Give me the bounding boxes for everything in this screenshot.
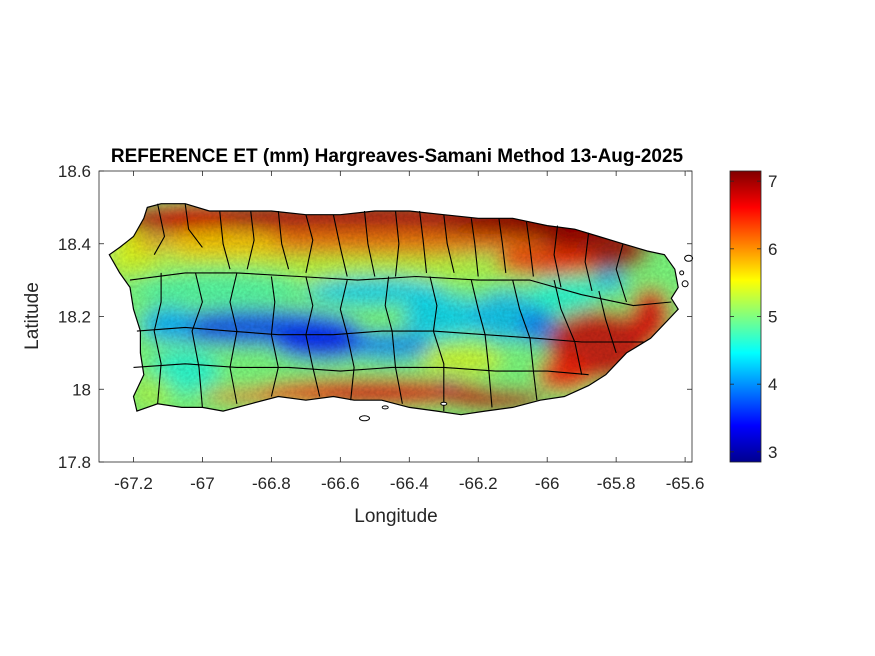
municipality-boundary [219,210,231,270]
y-tick-label: 18 [72,380,91,399]
x-tick-label: -66.2 [459,474,498,493]
municipality-boundary [525,221,534,277]
small-island [681,280,689,288]
municipality-boundary [615,243,628,303]
municipality-boundary [584,232,593,292]
colorbar-tick-label: 5 [768,308,777,327]
offshore-islands [359,254,694,422]
x-tick-label: -65.6 [666,474,705,493]
y-axis-label: Latitude [22,282,43,350]
municipality-boundary [443,214,455,274]
municipality-boundary [305,276,321,397]
y-tick-label: 18.4 [58,235,91,254]
municipality-boundary [512,279,538,401]
municipality-boundary [246,210,255,270]
colorbar-tick-label: 4 [768,375,777,394]
x-axis-ticks: -67.2 -67 -66.8 -66.6 -66.4 -66.2 -66 -65.8 -65.… [114,171,704,493]
colorbar-tick-label: 3 [768,443,777,462]
municipality-boundary [363,210,376,277]
municipality-boundary [129,272,672,307]
island-coastline [108,203,679,416]
municipality-boundary [133,363,589,376]
x-tick-label: -67.2 [114,474,153,493]
municipality-boundary [598,290,617,354]
colorbar-tick-label: 6 [768,240,777,259]
x-tick-label: -66.4 [390,474,429,493]
municipality-boundary [270,276,279,397]
small-island [381,405,389,410]
colorbar-gradient [729,170,762,463]
municipality-boundary [277,210,290,270]
municipality-boundary [229,272,238,404]
small-island [359,415,370,422]
municipality-boundary [553,225,562,288]
municipality-boundary [184,203,203,248]
x-tick-label: -66 [535,474,560,493]
municipality-boundaries [129,203,672,412]
municipality-boundary [136,326,644,343]
small-island [684,254,694,262]
municipality-boundary [498,218,507,273]
colorbar-tick-label: 7 [768,172,777,191]
municipality-boundary [553,279,583,375]
municipality-boundary [394,210,400,277]
x-tick-label: -66.6 [321,474,360,493]
x-axis-label: Longitude [354,506,437,527]
municipality-boundary [384,276,403,404]
y-axis-ticks: 17.8 18 18.2 18.4 18.6 [58,162,692,472]
municipality-boundary [419,210,428,273]
plot-area [98,170,694,463]
y-tick-label: 17.8 [58,453,91,472]
y-tick-label: 18.6 [58,162,91,181]
municipality-boundary [305,214,314,274]
municipality-boundary [153,203,166,255]
colorbar-ticks: 3 4 5 6 7 [730,172,777,462]
speckle-texture [109,203,679,415]
colorbar: 3 4 5 6 7 [729,170,777,463]
small-island [679,270,685,276]
municipality-boundary [332,214,348,277]
chart-title: REFERENCE ET (mm) Hargreaves-Samani Meth… [111,146,684,167]
x-tick-label: -66.8 [252,474,291,493]
municipality-boundary [191,272,203,408]
island-heatmap [109,203,679,415]
municipality-boundary [153,272,162,404]
x-tick-label: -67 [190,474,215,493]
y-tick-label: 18.2 [58,308,91,327]
municipality-boundary [429,276,445,412]
municipality-boundary [339,279,355,401]
small-island [440,401,448,406]
municipality-boundary [470,218,479,277]
municipality-boundary [470,279,493,408]
x-tick-label: -65.8 [597,474,636,493]
